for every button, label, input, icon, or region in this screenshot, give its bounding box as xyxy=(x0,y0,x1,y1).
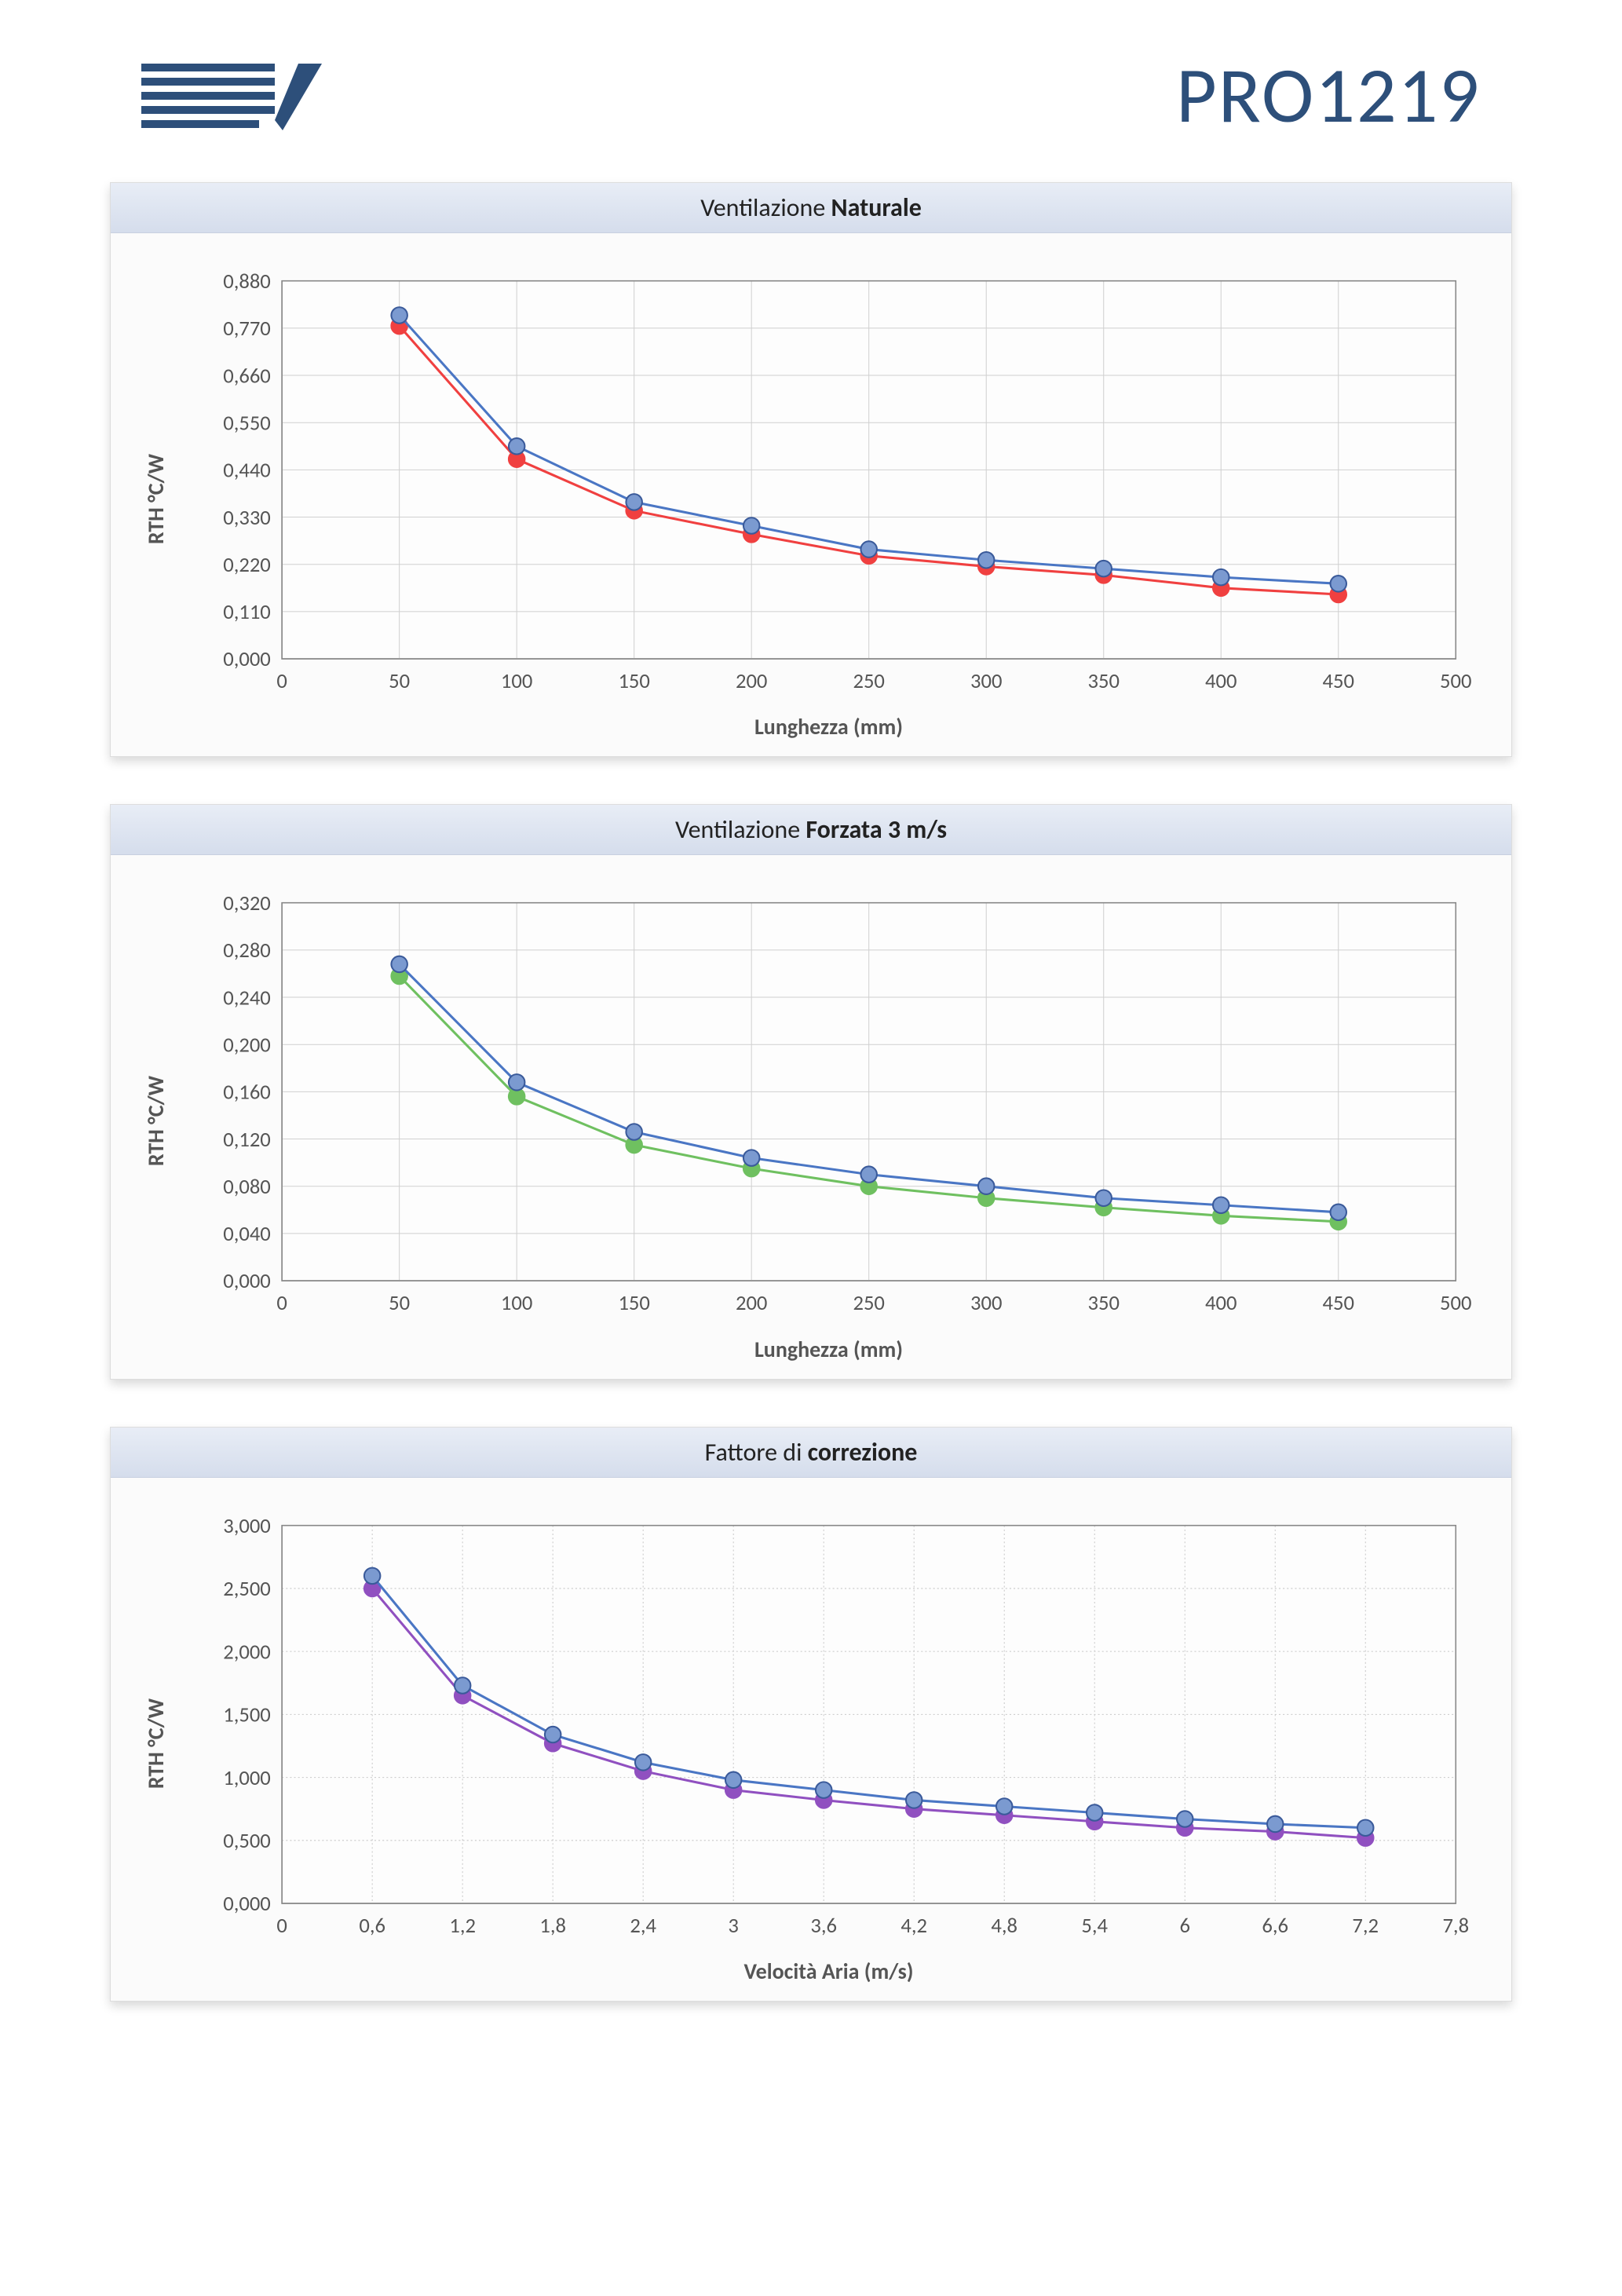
chart-correction-plot: 0,000 0,500 1,000 1,500 2,000 2,500 3,000 0 0,6 1… xyxy=(177,1501,1480,1985)
svg-text:0: 0 xyxy=(276,1914,287,1939)
svg-text:50: 50 xyxy=(389,1291,410,1316)
chart-forced-body: TRE·S SRL DISSIPATORI DI CALORE SISTEMI … xyxy=(111,855,1511,1378)
svg-text:0,440: 0,440 xyxy=(223,459,271,484)
svg-text:0,000: 0,000 xyxy=(223,647,271,672)
svg-text:0,220: 0,220 xyxy=(223,553,271,578)
svg-text:450: 450 xyxy=(1323,1291,1354,1316)
svg-text:0,110: 0,110 xyxy=(223,600,271,625)
svg-text:0: 0 xyxy=(276,669,287,694)
svg-text:3: 3 xyxy=(728,1914,739,1939)
chart-natural-card: Ventilazione Naturale TRE·S SRL DISSIPAT… xyxy=(110,182,1512,757)
svg-text:0,660: 0,660 xyxy=(223,364,271,389)
svg-text:7,2: 7,2 xyxy=(1352,1914,1379,1939)
svg-text:0,770: 0,770 xyxy=(223,316,271,342)
svg-text:0,500: 0,500 xyxy=(223,1829,271,1854)
svg-text:200: 200 xyxy=(736,669,767,694)
svg-text:3,6: 3,6 xyxy=(810,1914,837,1939)
chart-correction-body: TRE·S SRL DISSIPATORI DI CALORE SISTEMI … xyxy=(111,1478,1511,2001)
svg-text:0: 0 xyxy=(276,1291,287,1316)
chart-natural-body: TRE·S SRL DISSIPATORI DI CALORE SISTEMI … xyxy=(111,233,1511,756)
svg-text:250: 250 xyxy=(853,1291,884,1316)
chart-correction-card: Fattore di correzione TRE·S SRL DISSIPAT… xyxy=(110,1427,1512,2002)
svg-text:500: 500 xyxy=(1440,669,1471,694)
svg-text:100: 100 xyxy=(501,669,532,694)
chart-forced-xlabel: Lunghezza (mm) xyxy=(177,1336,1480,1363)
svg-text:1,000: 1,000 xyxy=(223,1766,271,1791)
svg-text:7,8: 7,8 xyxy=(1442,1914,1469,1939)
svg-text:6: 6 xyxy=(1179,1914,1190,1939)
svg-text:3,000: 3,000 xyxy=(223,1514,271,1539)
svg-text:0,000: 0,000 xyxy=(223,1892,271,1917)
svg-text:300: 300 xyxy=(970,669,1002,694)
product-title: PRO1219 xyxy=(1176,47,1481,143)
svg-text:2,4: 2,4 xyxy=(630,1914,656,1939)
brand-logo-icon xyxy=(141,48,330,142)
svg-text:350: 350 xyxy=(1087,669,1119,694)
svg-text:100: 100 xyxy=(501,1291,532,1316)
chart-natural-title: Ventilazione Naturale xyxy=(111,183,1511,233)
svg-text:150: 150 xyxy=(618,1291,649,1316)
chart-natural-xlabel: Lunghezza (mm) xyxy=(177,713,1480,740)
svg-text:0,6: 0,6 xyxy=(359,1914,385,1939)
chart-correction-title: Fattore di correzione xyxy=(111,1428,1511,1478)
svg-text:350: 350 xyxy=(1087,1291,1119,1316)
svg-text:2,500: 2,500 xyxy=(223,1577,271,1602)
chart-natural-ylabel: RTH °C/W xyxy=(142,454,170,544)
svg-text:500: 500 xyxy=(1440,1291,1471,1316)
svg-text:5,4: 5,4 xyxy=(1081,1914,1108,1939)
svg-text:0,550: 0,550 xyxy=(223,411,271,436)
svg-text:0,040: 0,040 xyxy=(223,1223,271,1248)
svg-text:4,8: 4,8 xyxy=(991,1914,1017,1939)
svg-text:250: 250 xyxy=(853,669,884,694)
svg-text:1,500: 1,500 xyxy=(223,1703,271,1728)
svg-text:0,320: 0,320 xyxy=(223,891,271,916)
chart-forced-title: Ventilazione Forzata 3 m/s xyxy=(111,805,1511,855)
page-header: PRO1219 xyxy=(110,47,1512,143)
svg-text:400: 400 xyxy=(1205,669,1237,694)
svg-text:0,200: 0,200 xyxy=(223,1033,271,1058)
chart-correction-ylabel: RTH °C/W xyxy=(142,1698,170,1789)
svg-text:400: 400 xyxy=(1205,1291,1237,1316)
svg-text:0,880: 0,880 xyxy=(223,269,271,294)
svg-text:1,2: 1,2 xyxy=(449,1914,476,1939)
svg-text:6,6: 6,6 xyxy=(1262,1914,1288,1939)
svg-text:150: 150 xyxy=(618,669,649,694)
svg-text:0,240: 0,240 xyxy=(223,986,271,1011)
chart-natural-plot: 0,000 0,110 0,220 0,330 0,440 0,550 0,660 0,770… xyxy=(177,257,1480,740)
chart-correction-xlabel: Velocità Aria (m/s) xyxy=(177,1958,1480,1985)
chart-forced-plot: 0,000 0,040 0,080 0,120 0,160 0,200 0,240 0,280… xyxy=(177,879,1480,1362)
svg-text:200: 200 xyxy=(736,1291,767,1316)
svg-text:0,080: 0,080 xyxy=(223,1175,271,1200)
svg-text:2,000: 2,000 xyxy=(223,1640,271,1665)
svg-text:300: 300 xyxy=(970,1291,1002,1316)
chart-forced-ylabel: RTH °C/W xyxy=(142,1076,170,1166)
svg-text:0,000: 0,000 xyxy=(223,1270,271,1295)
svg-text:4,2: 4,2 xyxy=(901,1914,927,1939)
chart-forced-card: Ventilazione Forzata 3 m/s TRE·S SRL DIS… xyxy=(110,804,1512,1379)
svg-text:0,160: 0,160 xyxy=(223,1080,271,1106)
svg-text:0,330: 0,330 xyxy=(223,506,271,531)
svg-text:450: 450 xyxy=(1323,669,1354,694)
svg-text:0,280: 0,280 xyxy=(223,939,271,964)
svg-text:0,120: 0,120 xyxy=(223,1128,271,1153)
svg-text:1,8: 1,8 xyxy=(539,1914,566,1939)
svg-text:50: 50 xyxy=(389,669,410,694)
